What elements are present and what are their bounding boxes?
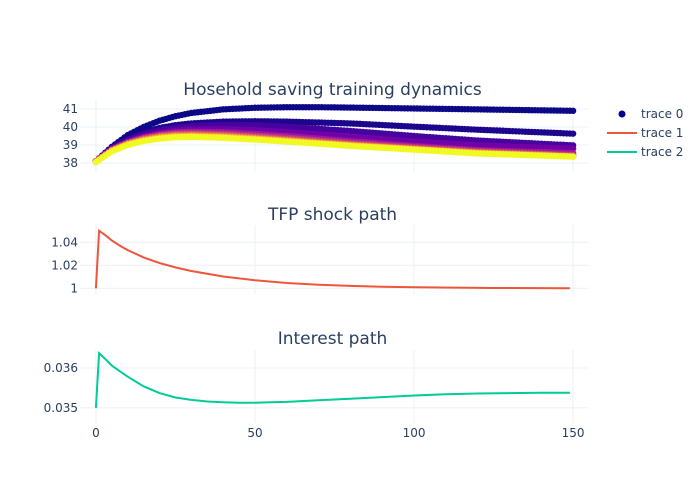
- legend-item[interactable]: trace 0: [618, 107, 684, 121]
- legend-label: trace 1: [641, 126, 683, 140]
- panel-title: TFP shock path: [267, 205, 397, 225]
- y-tick-label: 0.036: [44, 361, 78, 375]
- y-tick-label: 41: [63, 102, 78, 116]
- chart-panels: 38 39 40 41 Hosehold saving training dynamic…: [44, 80, 589, 423]
- x-tick-label: 100: [403, 426, 426, 440]
- panel-title: Interest path: [278, 329, 388, 349]
- legend-marker: [618, 110, 626, 118]
- x-axis-ticks: 0 50 100 150: [92, 426, 584, 440]
- panel-data: [94, 228, 570, 290]
- legend[interactable]: trace 0 trace 1 trace 2: [607, 107, 683, 159]
- scatter-point: [569, 130, 577, 137]
- line-series-1: [94, 228, 570, 290]
- panel-title: Hosehold saving training dynamics: [183, 80, 482, 100]
- legend-item[interactable]: trace 2: [607, 145, 683, 159]
- y-tick-label: 38: [63, 156, 78, 170]
- panel-3: 0.035 0.036 Interest path: [44, 329, 589, 423]
- x-tick-label: 150: [562, 426, 585, 440]
- panel-2: 1 1.02 1.04 TFP shock path: [51, 205, 589, 295]
- y-tick-label: 39: [63, 138, 78, 152]
- y-tick-label: 1: [70, 281, 78, 295]
- x-tick-label: 50: [247, 426, 262, 440]
- x-tick-label: 0: [92, 426, 100, 440]
- legend-label: trace 0: [641, 107, 683, 121]
- scatter-point: [569, 145, 577, 152]
- line-series-1: [94, 351, 570, 408]
- panel-data: [92, 104, 577, 166]
- legend-item[interactable]: trace 1: [607, 126, 683, 140]
- y-tick-label: 1.04: [51, 235, 78, 249]
- y-tick-label: 40: [63, 120, 78, 134]
- y-tick-label: 1.02: [51, 258, 78, 272]
- scatter-series-10: [92, 133, 577, 166]
- scatter-point: [569, 153, 577, 160]
- panel-1: 38 39 40 41 Hosehold saving training dynamic…: [63, 80, 589, 172]
- scatter-point: [569, 107, 577, 115]
- panel-data: [94, 351, 570, 408]
- y-tick-label: 0.035: [44, 401, 78, 415]
- legend-label: trace 2: [641, 145, 683, 159]
